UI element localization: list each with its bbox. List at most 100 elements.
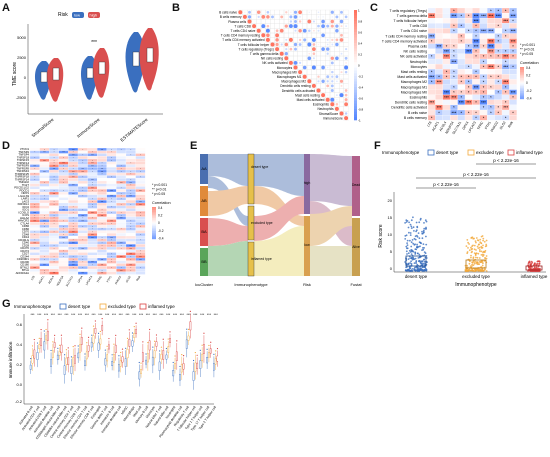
c-cell — [435, 85, 442, 90]
g-box — [84, 361, 85, 366]
g-sig: *** — [64, 313, 69, 317]
f-point — [412, 259, 414, 261]
g-outlier — [84, 353, 85, 354]
d-cell — [78, 203, 88, 206]
g-outlier — [147, 342, 148, 343]
d-colorbar-seg — [152, 233, 156, 235]
b-corr-dot — [321, 93, 325, 97]
g-box — [186, 340, 187, 349]
b-corr-dot — [313, 20, 315, 22]
b-cell — [330, 51, 335, 56]
g-box — [78, 353, 79, 358]
b-corr-dot — [312, 47, 316, 51]
b-cell — [312, 70, 317, 75]
g-outlier — [57, 348, 58, 349]
c-colorbar-label: 0.4 — [526, 66, 531, 70]
b-colorbar-seg — [354, 54, 357, 57]
b-corr-dot — [289, 61, 293, 65]
f-point — [420, 262, 422, 264]
d-cell — [49, 264, 59, 267]
legend-inflamed-label: inflamed type — [516, 150, 543, 155]
panel-f: Immunophenotype desert type excluded typ… — [376, 146, 548, 296]
b-corr-dot — [341, 85, 343, 87]
d-col-label: NDUFS4 — [55, 275, 64, 287]
b-corr-dot — [275, 43, 278, 46]
b-corr-dot — [332, 16, 333, 17]
g-outlier — [107, 346, 108, 347]
g-outlier — [86, 342, 87, 343]
b-corr-dot — [258, 16, 260, 18]
c-cell — [509, 59, 516, 64]
d-cell — [59, 266, 69, 269]
b-corr-dot — [308, 53, 310, 55]
c-cell — [443, 28, 450, 33]
g-outlier — [115, 335, 116, 336]
b-corr-dot — [336, 94, 338, 96]
b-cell — [256, 24, 261, 29]
b-cell — [302, 33, 307, 38]
b-cell — [325, 19, 330, 24]
b-cell — [275, 10, 280, 15]
b-cell — [330, 33, 335, 38]
d-cell — [40, 261, 50, 264]
c-row-label: T cells follicular helper — [394, 19, 428, 23]
d-cell — [40, 236, 50, 239]
d-cell — [107, 181, 117, 184]
b-cell — [312, 15, 317, 20]
panel-f-xtick: inflamed type — [521, 274, 548, 279]
d-cell — [49, 242, 59, 245]
f-point — [409, 250, 411, 252]
d-colorbar-seg — [152, 231, 156, 233]
b-corr-dot — [307, 43, 311, 47]
b-corr-dot — [331, 11, 334, 14]
panel-c: T cells regulatory (Tregs)*****T cells g… — [372, 6, 548, 140]
g-outlier — [213, 354, 214, 355]
d-cell — [30, 222, 40, 225]
d-cell — [78, 198, 88, 201]
g-outlier — [102, 318, 103, 319]
f-point — [466, 265, 468, 267]
d-cell — [40, 178, 50, 181]
b-colorbar-label: -1 — [358, 119, 361, 123]
c-cell — [450, 100, 457, 105]
c-sig-mark: *** — [452, 95, 457, 100]
g-box — [188, 336, 189, 340]
b-cell — [344, 19, 349, 24]
d-cell — [78, 156, 88, 159]
f-point — [423, 230, 425, 232]
f-point — [406, 242, 408, 244]
f-point — [469, 260, 471, 262]
c-cell — [428, 95, 435, 100]
g-sig: *** — [125, 313, 130, 317]
d-cell — [40, 173, 50, 176]
d-cell — [40, 266, 50, 269]
f-point — [466, 269, 468, 271]
b-colorbar-seg — [354, 93, 357, 96]
d-cell — [136, 247, 146, 250]
g-outlier — [50, 350, 51, 351]
b-corr-dot — [303, 75, 307, 79]
c-sig-mark: *** — [437, 80, 442, 85]
d-cell — [40, 228, 50, 231]
f-point — [414, 267, 416, 269]
d-col-label: TFRC — [96, 275, 103, 283]
b-cell — [335, 19, 340, 24]
c-cell — [465, 8, 472, 13]
b-corr-dot — [275, 47, 279, 51]
g-sig: *** — [78, 313, 83, 317]
f-point — [486, 270, 488, 272]
g-outlier — [105, 349, 106, 350]
b-corr-dot — [335, 24, 338, 27]
f-point — [418, 232, 420, 234]
g-outlier — [188, 329, 189, 330]
d-colorbar-seg — [152, 228, 156, 230]
f-point — [422, 247, 424, 249]
f-point — [481, 270, 483, 272]
c-cell — [458, 44, 465, 49]
b-cell — [344, 74, 349, 79]
d-cell — [116, 220, 126, 223]
b-corr-dot — [307, 20, 311, 24]
flow-ab-desert — [208, 186, 248, 216]
c-row-label: Macrophages M1 — [401, 85, 427, 89]
f-point — [410, 226, 412, 228]
